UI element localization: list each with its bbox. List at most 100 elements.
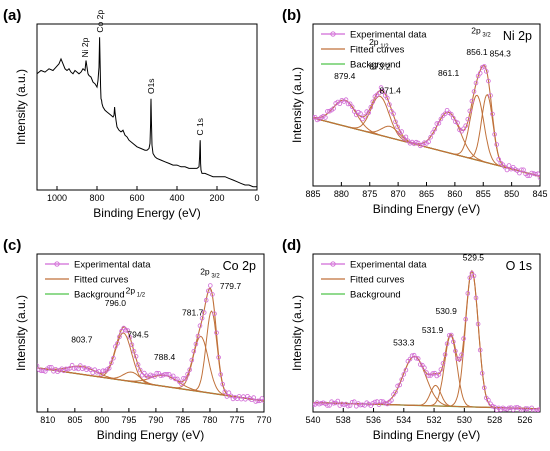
spin-orbit-subscript: 3/2 — [481, 33, 492, 39]
experimental-data-point — [380, 89, 386, 94]
experimental-data-point — [463, 123, 469, 128]
spin-orbit-subscript: 3/2 — [210, 274, 221, 280]
experimental-data-point — [395, 383, 400, 389]
fitted-component-curve — [37, 310, 264, 402]
experimental-data-point — [313, 402, 316, 408]
experimental-data-point — [331, 400, 336, 406]
experimental-data-point — [345, 403, 351, 409]
experimental-data-point — [261, 398, 264, 403]
experimental-data-point — [399, 377, 405, 382]
experimental-data-point — [349, 104, 355, 110]
x-tick-label: 850 — [504, 189, 519, 199]
x-tick-label: 845 — [532, 189, 547, 199]
experimental-data-point — [432, 126, 438, 132]
experimental-data-point — [111, 355, 116, 361]
experimental-data-point — [399, 129, 405, 134]
experimental-data-point — [316, 401, 322, 407]
experimental-data-point — [214, 330, 219, 336]
peak-position-label: 530.9 — [436, 306, 458, 316]
experimental-data-point — [519, 167, 524, 173]
experimental-data-point — [366, 110, 372, 115]
experimental-data-point — [191, 348, 197, 354]
x-tick-label: 200 — [209, 193, 224, 203]
spin-orbit-main: 2p — [471, 26, 481, 36]
peak-position-label: 854.3 — [490, 48, 512, 58]
x-tick-label: 530 — [457, 415, 472, 425]
experimental-data-point — [426, 139, 431, 145]
experimental-data-point — [179, 381, 184, 387]
experimental-data-point — [430, 130, 436, 135]
experimental-data-point — [450, 339, 456, 345]
experimental-data-point — [183, 376, 188, 381]
legend-marker — [330, 31, 336, 37]
experimental-data-point — [529, 170, 534, 176]
experimental-data-point — [158, 373, 164, 379]
experimental-data-point — [358, 111, 363, 116]
experimental-data-point — [393, 119, 398, 125]
x-tick-label: 400 — [169, 193, 184, 203]
experimental-data-point — [428, 134, 433, 140]
experimental-data-point — [47, 364, 52, 370]
experimental-data-point — [218, 372, 224, 377]
experimental-data-point — [368, 104, 374, 110]
experimental-data-point — [477, 347, 483, 353]
experimental-data-point — [488, 93, 493, 98]
x-tick-label: 540 — [305, 415, 320, 425]
experimental-data-point — [393, 389, 398, 395]
experimental-data-point — [504, 167, 510, 173]
experimental-data-point — [378, 85, 384, 90]
panel-a-survey-spectrum: (a) 1000 800 600 400 200 0 Binding Energy (eV) I… — [3, 7, 260, 220]
experimental-data-point — [519, 408, 524, 412]
experimental-data-point — [94, 369, 100, 375]
experimental-data-point — [175, 376, 180, 382]
experimental-data-point — [535, 407, 540, 412]
experimental-data-point — [325, 403, 330, 408]
spin-orbit-label: 2p 1/2 — [126, 286, 146, 299]
plot-area — [37, 37, 257, 188]
experimental-data-point — [49, 364, 54, 370]
x-tick-label: 538 — [336, 415, 351, 425]
peak-position-label: 856.1 — [466, 47, 488, 57]
experimental-data-point — [216, 355, 221, 360]
peak-position-label: 879.4 — [334, 71, 356, 81]
legend-entry: Experimental data — [350, 260, 427, 271]
experimental-data-point — [403, 134, 409, 140]
experimental-data-point — [360, 402, 365, 408]
experimental-data-point — [473, 80, 479, 86]
experimental-data-point — [222, 389, 228, 395]
panel-label-c: (c) — [3, 237, 21, 254]
legend-entry: Background — [350, 290, 401, 301]
experimental-data-point — [446, 333, 452, 338]
spin-orbit-label: 2p 1/2 — [369, 37, 389, 50]
experimental-data-point — [349, 399, 355, 405]
experimental-data-point — [467, 108, 473, 114]
plot-area — [313, 64, 540, 181]
experimental-data-point — [189, 357, 195, 363]
experimental-data-point — [372, 399, 378, 405]
experimental-data-point — [469, 98, 475, 104]
experimental-data-point — [517, 170, 522, 176]
experimental-data-point — [212, 311, 217, 317]
experimental-data-point — [490, 403, 495, 409]
experimental-data-point — [389, 398, 394, 403]
experimental-data-point — [438, 116, 444, 122]
experimental-data-point — [123, 327, 128, 333]
fitted-component-curve — [313, 334, 540, 410]
x-tick-label: 534 — [396, 415, 411, 425]
legend: Experimental data Fitted curves Background — [45, 260, 151, 301]
spin-orbit-subscript: 1/2 — [379, 44, 390, 50]
peak-position-label: 533.3 — [393, 338, 415, 348]
experimental-data-point — [382, 400, 388, 406]
experimental-data-point — [422, 365, 427, 371]
experimental-data-point — [444, 108, 450, 113]
peak-label: Co 2p — [95, 10, 105, 33]
experimental-data-point — [220, 381, 226, 387]
experimental-data-point — [133, 354, 139, 359]
fitted-component-curve — [313, 99, 540, 177]
experimental-data-point — [387, 102, 392, 107]
legend-entry: Background — [74, 290, 125, 301]
x-tick-label: 536 — [366, 415, 381, 425]
experimental-data-point — [486, 397, 491, 403]
y-axis-title: Intensity (a.u.) — [290, 67, 304, 143]
x-tick-label: 800 — [89, 193, 104, 203]
